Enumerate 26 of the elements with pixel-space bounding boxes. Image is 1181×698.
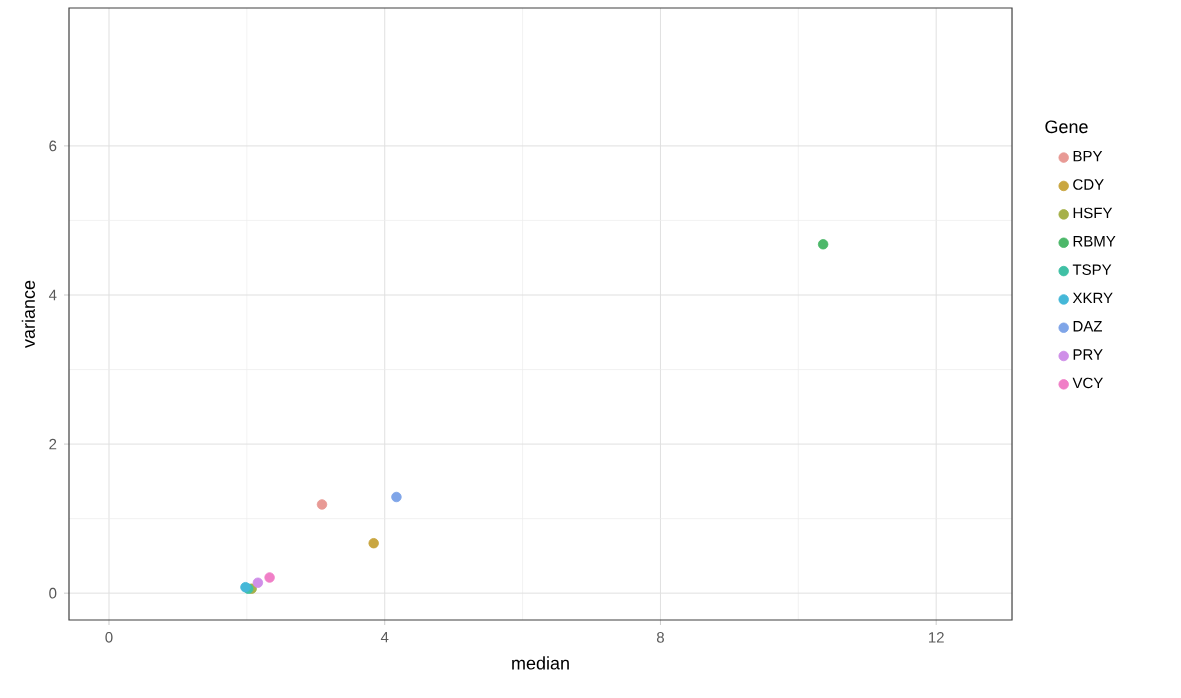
legend-label: CDY xyxy=(1073,179,1104,190)
x-tick-label: 8 xyxy=(656,632,664,643)
y-tick-label: 6 xyxy=(49,140,57,152)
legend-label: XKRY xyxy=(1072,292,1113,304)
x-tick-label: 0 xyxy=(105,632,113,643)
legend-label: DAZ xyxy=(1073,321,1102,332)
x-axis-title: median xyxy=(512,656,569,670)
legend-title: Gene xyxy=(1045,120,1088,134)
point xyxy=(817,239,829,250)
point xyxy=(368,538,379,549)
x-tick-label: 4 xyxy=(380,632,389,643)
y-axis-title: variance xyxy=(21,280,35,348)
y-tick-label: 0 xyxy=(49,587,57,599)
point xyxy=(252,577,264,588)
y-tick-label: 4 xyxy=(48,289,57,301)
legend-label: HSFY xyxy=(1073,207,1113,219)
legend-label: VCY xyxy=(1072,377,1103,389)
x-tick-label: 12 xyxy=(929,632,944,643)
legend-label: TSPY xyxy=(1072,264,1112,275)
point xyxy=(264,572,275,583)
legend-label: PRY xyxy=(1073,349,1103,360)
y-tick-label: 2 xyxy=(49,438,57,450)
point xyxy=(316,499,328,510)
point xyxy=(391,491,402,503)
legend-label: BPY xyxy=(1073,150,1103,162)
legend-label: RBMY xyxy=(1073,236,1116,247)
